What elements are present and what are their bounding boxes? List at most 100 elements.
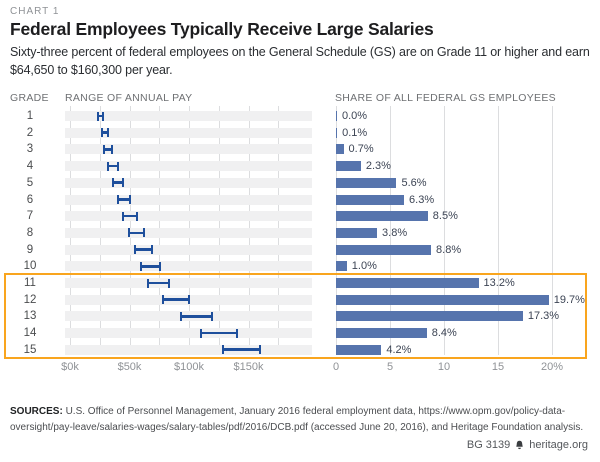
pay-range-bar-grade-14 [199,328,239,338]
pay-range-row-band [65,244,312,255]
pay-range-row-band [65,161,312,172]
share-value-label-grade-12: 19.7% [553,293,585,306]
pay-range-row-band [65,328,312,339]
pay-range-line [148,281,168,285]
grade-label: 5 [26,176,34,189]
heritage-site-label: heritage.org [529,439,588,451]
share-value-label-grade-5: 5.6% [401,176,427,189]
pay-range-line [129,231,143,235]
grade-label: 13 [23,310,37,323]
pay-range-row-band [65,144,312,155]
right-axis-tick-label: 10 [437,361,451,373]
pay-range-line [201,331,237,335]
grade-label: 9 [26,243,34,256]
pay-range-bar-grade-13 [179,311,213,321]
grade-label: 8 [26,226,34,239]
pay-range-bar-grade-12 [162,295,190,305]
share-value-label-grade-7: 8.5% [432,210,458,223]
share-value-label-grade-6: 6.3% [409,193,435,206]
pay-range-line [105,148,112,151]
left-axis-tick-label: $50k [117,361,142,373]
pay-range-row-band [65,111,312,121]
right-axis-tick-label: 5 [386,361,394,373]
right-axis-tick-label: 20% [540,361,564,373]
grade-label: 7 [26,210,34,223]
chart-title: Federal Employees Typically Receive Larg… [10,19,434,39]
left-axis-tick-label: $0k [61,361,79,373]
share-value-label-grade-14: 8.4% [431,327,457,340]
share-bar-grade-9 [336,244,432,255]
pay-range-row-band [65,344,312,355]
pay-range-line [135,248,151,251]
right-panel-gridline [498,106,499,355]
sources-text: U.S. Office of Personnel Management, Jan… [10,406,584,433]
pay-range-line [109,164,117,168]
share-bar-grade-6 [336,194,405,205]
share-value-label-grade-9: 8.8% [436,243,462,256]
chart-subtitle: Sixty-three percent of federal employees… [10,45,590,77]
right-axis-tick-label: 15 [491,361,505,373]
pay-range-line [124,214,136,218]
grade-label: 3 [26,143,34,156]
pay-range-bar-grade-15 [222,345,261,355]
share-bar-grade-5 [336,177,397,188]
share-value-label-grade-11: 13.2% [483,277,515,289]
heritage-logo-icon [516,440,523,449]
share-bar-grade-14 [336,328,427,339]
share-bar-grade-15 [336,344,382,355]
pay-range-line [224,348,259,352]
pay-range-row-band [65,194,312,205]
right-axis-tick-label: 0 [332,361,340,373]
pay-range-row-band [65,261,312,272]
grade-label: 2 [26,126,34,139]
pay-range-bar-grade-6 [116,195,131,204]
pay-range-bar-grade-2 [100,128,109,138]
pay-range-row-band [65,278,312,288]
grade-11-15-highlight-box [4,272,587,360]
pay-range-bar-grade-3 [103,144,114,154]
credit-line: BG 3139 heritage.org [467,439,588,451]
pay-range-line [141,264,160,268]
pay-range-row-band [65,127,312,138]
right-panel-gridline [444,106,445,355]
share-bar-grade-7 [336,211,428,222]
sources-note: SOURCES: U.S. Office of Personnel Manage… [10,404,585,435]
grade-label: 4 [26,160,34,173]
share-value-label-grade-3: 0.7% [348,143,374,156]
share-value-label-grade-15: 4.2% [386,343,412,356]
grade-column-header: GRADE [10,92,49,104]
pay-range-row-band [65,177,312,188]
pay-range-row-band [65,227,312,238]
pay-range-bar-grade-7 [122,211,138,221]
left-axis-tick-label: $150k [233,361,264,373]
chart-number-label: CHART 1 [10,6,60,17]
share-value-label-grade-1: 0.0% [342,110,368,122]
share-bar-grade-10 [336,261,347,272]
sources-label: SOURCES: [10,406,63,417]
pay-range-bar-grade-8 [127,228,145,238]
share-bar-grade-2 [336,127,338,138]
pay-range-line [102,131,107,134]
right-panel-title: SHARE OF ALL FEDERAL GS EMPLOYEES [335,92,556,104]
pay-range-bar-grade-5 [112,178,125,188]
share-bar-grade-1 [336,111,337,121]
pay-range-line [114,181,123,185]
share-value-label-grade-8: 3.8% [382,226,408,239]
pay-range-bar-grade-9 [133,245,153,255]
share-bar-grade-3 [336,144,344,155]
pay-range-line [118,198,129,201]
pay-range-line [99,114,103,118]
share-value-label-grade-2: 0.1% [342,126,368,139]
grade-label: 11 [24,277,36,289]
dual-panel-chart: GRADE RANGE OF ANNUAL PAY SHARE OF ALL F… [0,92,600,382]
share-bar-grade-13 [336,311,523,322]
share-bar-grade-8 [336,227,378,238]
report-id: BG 3139 [466,439,511,451]
pay-range-bar-grade-1 [97,111,105,121]
right-panel-gridline [552,106,553,355]
share-bar-grade-12 [336,294,549,305]
grade-label: 6 [26,193,34,206]
grade-label: 1 [26,110,34,122]
pay-range-bar-grade-11 [146,278,170,288]
